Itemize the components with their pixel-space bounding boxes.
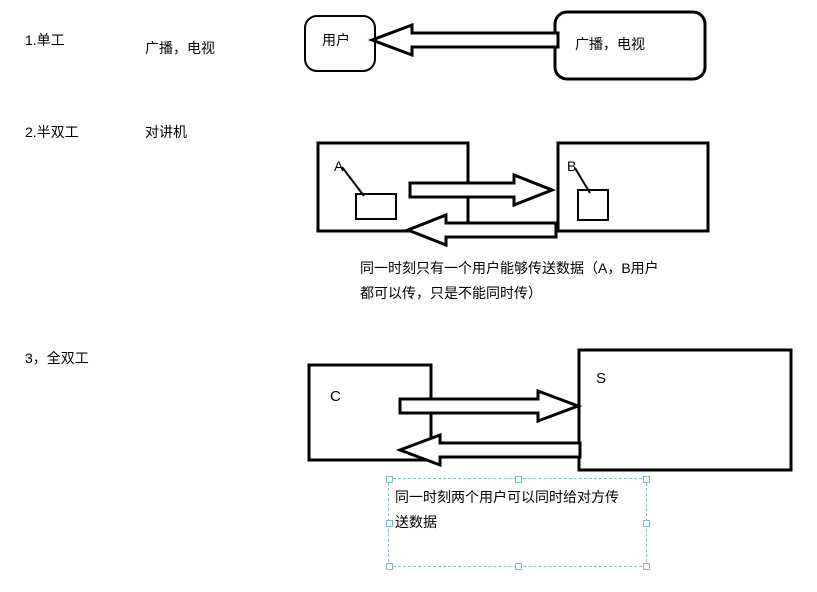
selected-textbox[interactable]: 同一时刻两个用户可以同时给对方传 送数据 <box>388 478 647 567</box>
section1-rightbox-label: 广播，电视 <box>575 34 645 54</box>
section2-label-a: A <box>334 158 343 174</box>
selection-handle[interactable] <box>643 563 650 570</box>
section3-label-s: S <box>596 370 606 387</box>
section2-caption-line2: 都可以传，只是不能同时传） <box>360 285 542 301</box>
section1-index: 1.单工 <box>25 30 65 50</box>
selection-handle[interactable] <box>643 476 650 483</box>
selection-handle[interactable] <box>386 563 393 570</box>
selection-handle[interactable] <box>643 520 650 527</box>
section3-caption-line2: 送数据 <box>395 514 437 530</box>
section2-caption: 同一时刻只有一个用户能够传送数据（A，B用户 都可以传，只是不能同时传） <box>360 256 720 306</box>
selection-handle[interactable] <box>515 476 522 483</box>
selection-handle[interactable] <box>386 520 393 527</box>
section1-example: 广播，电视 <box>145 38 215 58</box>
section1-leftbox-label: 用户 <box>322 30 350 50</box>
section3-caption: 同一时刻两个用户可以同时给对方传 送数据 <box>395 485 640 535</box>
section2-example: 对讲机 <box>145 122 187 142</box>
selection-handle[interactable] <box>515 563 522 570</box>
section2-caption-line1: 同一时刻只有一个用户能够传送数据（A，B用户 <box>360 260 659 276</box>
section2-label-b: B <box>567 158 576 174</box>
section3-caption-line1: 同一时刻两个用户可以同时给对方传 <box>395 489 619 505</box>
section3-index: 3，全双工 <box>25 348 89 368</box>
section3-label-c: C <box>330 388 341 405</box>
section2-index: 2.半双工 <box>25 122 79 142</box>
selection-handle[interactable] <box>386 476 393 483</box>
